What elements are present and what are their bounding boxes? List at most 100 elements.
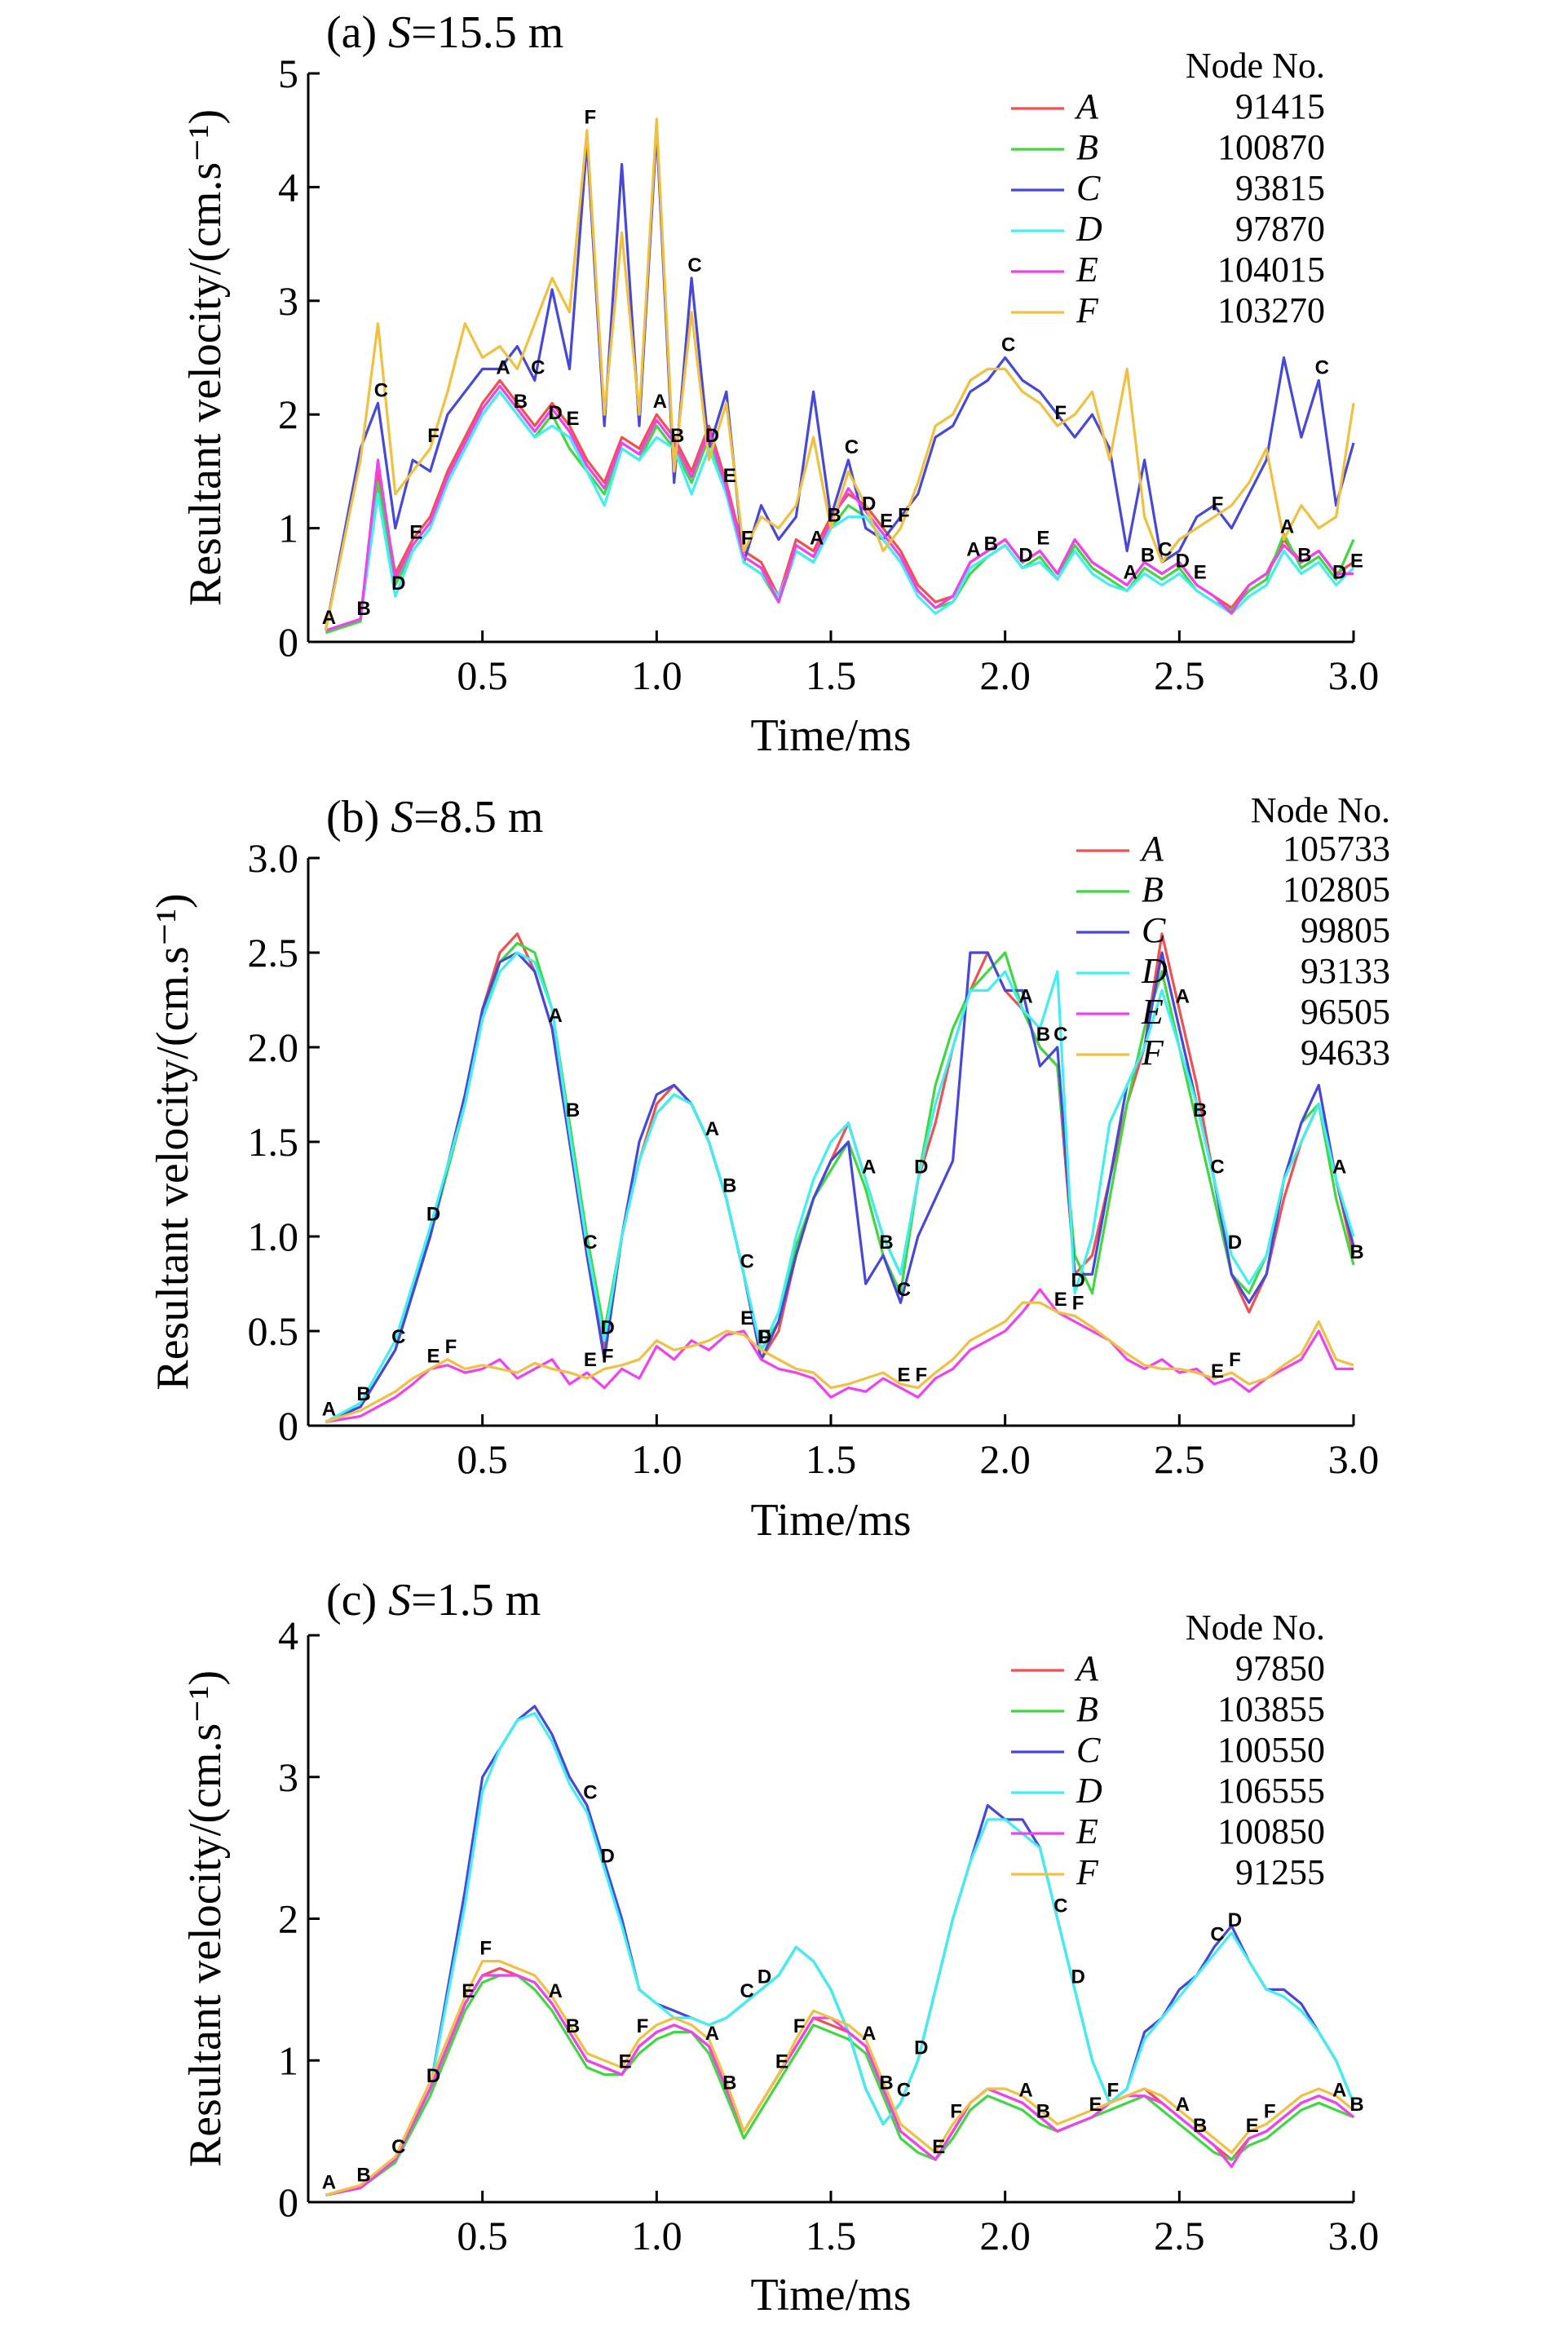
legend-node-number: 103855: [1217, 1689, 1325, 1729]
curve-marker-B: B: [1036, 1024, 1050, 1046]
y-tick-label: 2.0: [248, 1024, 299, 1070]
x-tick-label: 1.0: [631, 2213, 682, 2258]
panel-title-prefix: (c): [326, 1575, 388, 1626]
curve-marker-B: B: [1349, 2094, 1363, 2116]
curve-marker-E: E: [1089, 2094, 1102, 2116]
panel-title-suffix: =15.5 m: [411, 7, 563, 58]
curve-marker-A: A: [1176, 986, 1190, 1008]
curve-marker-E: E: [723, 465, 736, 487]
curve-marker-C: C: [1053, 1895, 1067, 1917]
curve-marker-F: F: [479, 1938, 492, 1960]
curve-marker-B: B: [1349, 1241, 1363, 1263]
x-tick-label: 2.0: [979, 652, 1031, 698]
legend-letter: C: [1076, 168, 1101, 208]
legend-entry-C: C 93815: [1011, 168, 1325, 208]
x-tick-label: 1.0: [631, 652, 682, 698]
x-tick-label: 1.0: [631, 1436, 682, 1482]
curve-marker-C: C: [1210, 1156, 1224, 1178]
curve-marker-B: B: [1193, 1099, 1207, 1121]
x-tick-label: 2.0: [979, 2213, 1031, 2258]
panel-title-suffix: =8.5 m: [413, 792, 543, 843]
legend-letter: A: [1074, 86, 1099, 126]
curve-marker-F: F: [637, 2015, 649, 2037]
x-tick-label: 0.5: [457, 2213, 508, 2258]
curve-marker-E: E: [584, 1349, 597, 1371]
curve-marker-C: C: [583, 1782, 597, 1804]
legend-letter: E: [1141, 992, 1164, 1032]
curve-marker-F: F: [427, 425, 439, 447]
curve-marker-C: C: [391, 2136, 405, 2158]
curve-marker-C: C: [897, 2079, 911, 2101]
x-axis-label: Time/ms: [750, 1495, 911, 1546]
curve-marker-F: F: [758, 1326, 771, 1348]
curve-marker-C: C: [1001, 334, 1015, 356]
y-tick-label: 4: [278, 164, 298, 210]
curve-marker-F: F: [602, 1345, 614, 1367]
curve-marker-C: C: [740, 1980, 753, 2002]
series-line-C: [324, 129, 1355, 631]
curve-marker-A: A: [1018, 986, 1032, 1008]
series-group: [325, 1705, 1355, 2196]
legend-letter: B: [1142, 869, 1164, 909]
y-tick-label: 0: [278, 2179, 298, 2225]
series-line-D: [325, 1712, 1355, 2196]
curve-marker-D: D: [548, 402, 562, 424]
legend: Node No. A 91415 B 100870 C 93815 D 97870 E 104015…: [1011, 46, 1325, 330]
y-tick-label: 1.0: [248, 1214, 299, 1259]
legend-entry-D: D 106555: [1011, 1771, 1325, 1811]
x-tick-label: 2.5: [1154, 1436, 1205, 1482]
curve-marker-A: A: [705, 1118, 719, 1140]
series-line-D: [325, 951, 1355, 1423]
legend-node-number: 93815: [1235, 168, 1325, 208]
x-tick-label: 2.5: [1154, 2213, 1205, 2258]
curve-marker-C: C: [1053, 1024, 1067, 1046]
curve-marker-E: E: [427, 1345, 440, 1367]
curve-marker-F: F: [1054, 402, 1067, 424]
series-line-E: [325, 1288, 1354, 1423]
legend-node-number: 93133: [1301, 951, 1390, 991]
legend-entry-C: C 99805: [1076, 910, 1390, 950]
y-tick-label: 0: [278, 1403, 298, 1449]
curve-marker-A: A: [1124, 561, 1137, 583]
x-axis-label: Time/ms: [750, 710, 911, 761]
curve-marker-E: E: [1211, 1360, 1224, 1382]
y-axis-label: Resultant velocity/(cm.s⁻¹): [180, 1670, 231, 2167]
curve-marker-B: B: [1297, 544, 1311, 566]
curve-marker-B: B: [1036, 2100, 1050, 2122]
legend-letter: D: [1141, 951, 1168, 991]
curve-marker-B: B: [514, 391, 528, 413]
curve-marker-E: E: [1246, 2115, 1259, 2137]
curve-marker-E: E: [1194, 561, 1207, 583]
curve-marker-D: D: [1071, 1270, 1084, 1292]
curve-marker-F: F: [793, 2015, 806, 2037]
legend-title: Node No.: [1186, 46, 1325, 86]
panel-title: (c) S=1.5 m: [326, 1575, 541, 1626]
curve-marker-E: E: [409, 522, 422, 544]
curve-marker-A: A: [496, 356, 510, 378]
curve-marker-A: A: [1280, 516, 1294, 538]
curve-marker-B: B: [722, 2072, 736, 2094]
curve-marker-D: D: [914, 1156, 928, 1178]
y-tick-label: 1: [278, 2037, 298, 2083]
series-line-D: [325, 390, 1355, 632]
legend: Node No. A 97850 B 103855 C 100550 D 106555 E 1008…: [1011, 1608, 1325, 1892]
legend-node-number: 99805: [1301, 910, 1390, 950]
legend-node-number: 100850: [1217, 1811, 1325, 1851]
legend-node-number: 100870: [1217, 127, 1325, 167]
legend-node-number: 106555: [1217, 1771, 1325, 1811]
curve-marker-A: A: [1332, 2079, 1346, 2101]
legend-node-number: 105733: [1283, 829, 1390, 869]
curve-marker-E: E: [619, 2051, 632, 2073]
x-tick-label: 1.5: [806, 1436, 857, 1482]
curve-marker-B: B: [566, 1099, 580, 1121]
curve-marker-F: F: [1229, 1349, 1241, 1371]
curve-marker-C: C: [531, 356, 545, 378]
legend: Node No. A 105733 B 102805 C 99805 D 93133 E 96505…: [1076, 790, 1390, 1073]
legend-letter: B: [1076, 1689, 1098, 1729]
series-group: [325, 932, 1355, 1423]
legend-node-number: 91255: [1235, 1852, 1325, 1892]
x-tick-label: 2.0: [979, 1436, 1031, 1482]
curve-marker-A: A: [653, 391, 667, 413]
x-tick-label: 3.0: [1328, 1436, 1380, 1482]
